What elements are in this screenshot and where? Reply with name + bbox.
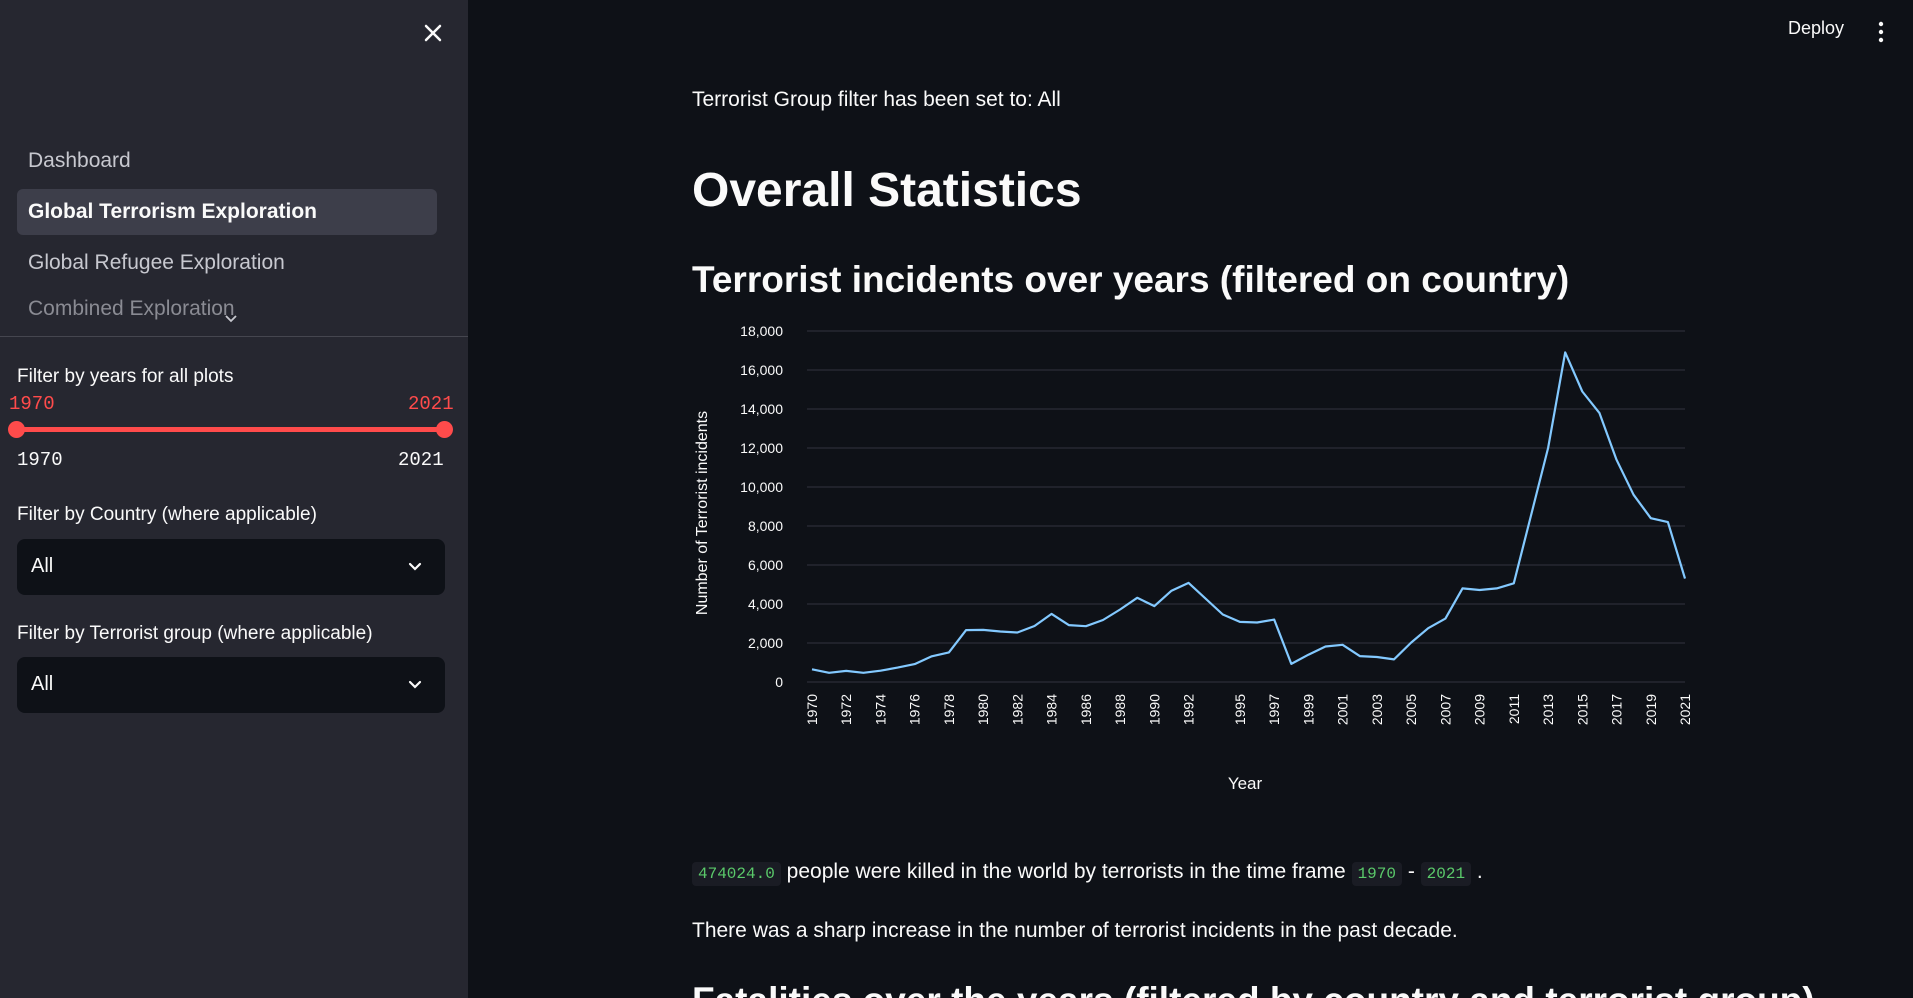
x-tick-label: 1992 xyxy=(1181,694,1197,725)
group-filter-note: Terrorist Group filter has been set to: … xyxy=(692,88,1061,111)
x-tick-label: 1970 xyxy=(804,694,820,725)
more-menu-icon[interactable] xyxy=(1876,20,1886,44)
chevron-down-icon xyxy=(405,675,425,695)
x-tick-label: 1995 xyxy=(1232,694,1248,725)
x-tick-label: 2015 xyxy=(1574,694,1590,725)
years-slider-min-handle[interactable] xyxy=(8,421,25,438)
y-tick-label: 8,000 xyxy=(748,518,783,534)
close-sidebar-icon[interactable] xyxy=(418,18,448,48)
x-tick-label: 2005 xyxy=(1403,694,1419,725)
chart-svg: 0 2,000 4,000 6,000 8,000 10,000 12,000 14,000 1… xyxy=(694,323,1693,793)
x-tick-label: 1999 xyxy=(1300,694,1316,725)
x-tick-label: 1976 xyxy=(907,694,923,725)
x-tick-label: 1982 xyxy=(1009,694,1025,725)
country-select[interactable]: All xyxy=(17,539,445,595)
x-tick-label: 1974 xyxy=(872,694,888,725)
x-tick-label: 1988 xyxy=(1112,694,1128,725)
x-tick-label: 2019 xyxy=(1643,694,1659,725)
x-tick-label: 1997 xyxy=(1266,694,1282,725)
y-tick-label: 10,000 xyxy=(740,479,783,495)
x-tick-label: 1984 xyxy=(1044,694,1060,725)
series-line xyxy=(811,351,1687,674)
next-section-heading: Fatalities over the years (filtered by c… xyxy=(692,980,1815,998)
y-tick-label: 0 xyxy=(775,674,783,690)
years-slider-track[interactable] xyxy=(16,427,446,432)
killed-count: 474024.0 xyxy=(692,862,781,886)
years-filter-label: Filter by years for all plots xyxy=(17,366,234,387)
y-axis-label: Number of Terrorist incidents xyxy=(694,411,711,615)
x-tick-label: 2001 xyxy=(1335,694,1351,725)
terrorist-group-select[interactable]: All xyxy=(17,657,445,713)
x-tick-label: 2017 xyxy=(1609,694,1625,725)
incidents-line-chart: 0 2,000 4,000 6,000 8,000 10,000 12,000 14,000 1… xyxy=(692,318,1693,808)
nav-item-dashboard[interactable]: Dashboard xyxy=(28,149,131,172)
y-tick-label: 12,000 xyxy=(740,440,783,456)
terrorist-group-select-value: All xyxy=(31,673,54,695)
x-tick-label: 1972 xyxy=(838,694,854,725)
x-axis-label: Year xyxy=(1228,774,1263,793)
chart-heading: Terrorist incidents over years (filtered… xyxy=(692,259,1570,300)
x-tick-label: 1980 xyxy=(975,694,991,725)
sidebar-nav: Dashboard Global Terrorism Exploration G… xyxy=(17,138,437,332)
page-title: Overall Statistics xyxy=(692,164,1082,217)
y-tick-label: 14,000 xyxy=(740,401,783,417)
years-slider-max-handle[interactable] xyxy=(436,421,453,438)
x-tick-label: 2009 xyxy=(1472,694,1488,725)
y-tick-label: 6,000 xyxy=(748,557,783,573)
deploy-button[interactable]: Deploy xyxy=(1788,18,1845,38)
x-tick-label: 2013 xyxy=(1540,694,1556,725)
y-tick-label: 2,000 xyxy=(748,635,783,651)
nav-item-combined-exploration[interactable]: Combined Exploration xyxy=(28,297,235,320)
country-select-value: All xyxy=(31,555,54,577)
x-tick-label: 1978 xyxy=(941,694,957,725)
y-tick-label: 18,000 xyxy=(740,323,783,339)
country-filter-label: Filter by Country (where applicable) xyxy=(17,504,317,525)
x-tick-label: 2007 xyxy=(1437,694,1453,725)
killed-summary: 474024.0 people were killed in the world… xyxy=(692,860,1483,886)
x-tick-label: 2021 xyxy=(1677,694,1692,725)
range-end: 2021 xyxy=(1420,862,1472,886)
range-start: 1970 xyxy=(1351,862,1402,886)
x-tick-label: 1986 xyxy=(1078,694,1094,725)
chevron-down-icon xyxy=(405,557,425,577)
y-tick-label: 4,000 xyxy=(748,596,783,612)
y-tick-label: 16,000 xyxy=(740,362,783,378)
slider-selected-max: 2021 xyxy=(408,393,454,415)
slider-range-max: 2021 xyxy=(398,449,444,471)
sidebar: Dashboard Global Terrorism Exploration G… xyxy=(0,0,468,998)
slider-selected-min: 1970 xyxy=(9,393,55,415)
x-tick-label: 2011 xyxy=(1506,694,1522,724)
trend-text: There was a sharp increase in the number… xyxy=(692,919,1458,942)
slider-range-min: 1970 xyxy=(17,449,63,471)
chevron-down-icon[interactable] xyxy=(222,310,240,328)
killed-text: people were killed in the world by terro… xyxy=(786,860,1346,883)
nav-item-global-terrorism-exploration[interactable]: Global Terrorism Exploration xyxy=(17,189,437,235)
nav-item-global-refugee-exploration[interactable]: Global Refugee Exploration xyxy=(28,251,285,274)
sidebar-divider xyxy=(0,336,468,337)
x-tick-label: 2003 xyxy=(1369,694,1385,725)
range-separator: - xyxy=(1407,860,1415,883)
group-filter-label: Filter by Terrorist group (where applica… xyxy=(17,623,373,644)
x-tick-label: 1990 xyxy=(1146,694,1162,725)
period: . xyxy=(1476,860,1483,883)
